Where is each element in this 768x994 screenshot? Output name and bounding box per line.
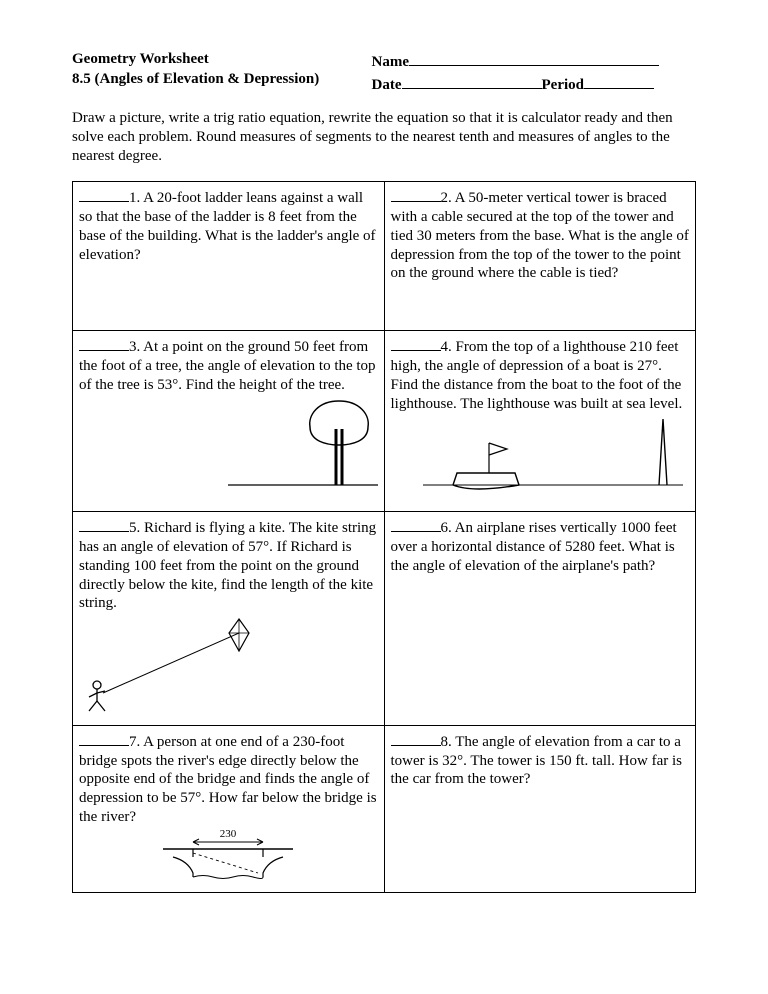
- problem-7: 7. A person at one end of a 230-foot bri…: [79, 734, 377, 825]
- cell-5: 5. Richard is flying a kite. The kite st…: [73, 512, 385, 726]
- name-label: Name: [372, 54, 410, 70]
- cell-3: 3. At a point on the ground 50 feet from…: [73, 331, 385, 512]
- instructions: Draw a picture, write a trig ratio equat…: [72, 109, 696, 165]
- date-label: Date: [372, 77, 402, 93]
- title-line-1: Geometry Worksheet: [72, 50, 372, 70]
- answer-blank-8[interactable]: [391, 730, 441, 746]
- answer-blank-5[interactable]: [79, 516, 129, 532]
- period-blank[interactable]: [584, 73, 654, 89]
- answer-blank-3[interactable]: [79, 335, 129, 351]
- header: Geometry Worksheet 8.5 (Angles of Elevat…: [72, 50, 696, 95]
- date-blank[interactable]: [402, 73, 542, 89]
- period-label: Period: [542, 77, 585, 93]
- header-left: Geometry Worksheet 8.5 (Angles of Elevat…: [72, 50, 372, 95]
- worksheet-page: Geometry Worksheet 8.5 (Angles of Elevat…: [0, 0, 768, 923]
- kite-figure: [79, 613, 378, 721]
- title-line-2: 8.5 (Angles of Elevation & Depression): [72, 70, 372, 90]
- cell-4: 4. From the top of a lighthouse 210 feet…: [384, 331, 696, 512]
- header-right: Name Date Period: [372, 50, 696, 95]
- bridge-figure: 230: [79, 827, 378, 889]
- cell-7: 7. A person at one end of a 230-foot bri…: [73, 725, 385, 893]
- boat-lighthouse-figure: [391, 413, 690, 497]
- problem-2: 2. A 50-meter vertical tower is braced w…: [391, 190, 689, 281]
- cell-2: 2. A 50-meter vertical tower is braced w…: [384, 182, 696, 331]
- cell-1: 1. A 20-foot ladder leans against a wall…: [73, 182, 385, 331]
- answer-blank-1[interactable]: [79, 186, 129, 202]
- answer-blank-6[interactable]: [391, 516, 441, 532]
- cell-6: 6. An airplane rises vertically 1000 fee…: [384, 512, 696, 726]
- answer-blank-4[interactable]: [391, 335, 441, 351]
- problem-5: 5. Richard is flying a kite. The kite st…: [79, 520, 376, 611]
- tree-figure: [79, 395, 378, 493]
- bridge-label: 230: [220, 828, 237, 840]
- answer-blank-7[interactable]: [79, 730, 129, 746]
- cell-8: 8. The angle of elevation from a car to …: [384, 725, 696, 893]
- problems-table: 1. A 20-foot ladder leans against a wall…: [72, 181, 696, 893]
- answer-blank-2[interactable]: [391, 186, 441, 202]
- name-blank[interactable]: [409, 50, 659, 66]
